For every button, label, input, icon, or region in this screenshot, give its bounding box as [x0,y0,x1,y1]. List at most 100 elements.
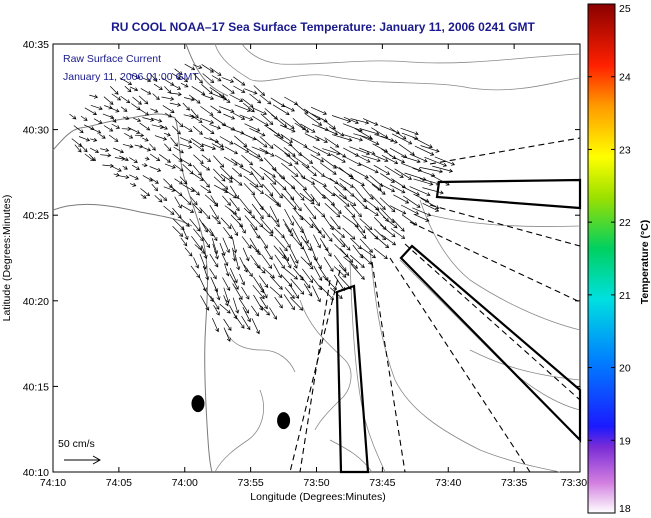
current-vector-arrow [330,153,346,163]
current-vector-arrow [289,284,299,299]
y-axis-label: Latitude (Degrees:Minutes) [1,195,13,322]
current-vector-arrow [190,108,199,119]
current-vector-arrow [389,205,407,215]
current-vector-arrow [299,214,314,229]
current-vector-arrow [154,195,163,203]
current-vector-arrow [129,182,137,187]
current-vector-arrow [113,172,120,177]
current-vector-arrow [300,256,314,270]
current-vector-arrow [319,126,339,136]
current-vector-arrow [299,153,314,164]
current-vector-arrow [151,183,159,192]
current-vector-arrow [329,224,346,238]
current-vector-arrow [69,113,77,120]
current-vector-arrow [284,208,294,226]
current-vector-arrow [304,146,321,156]
current-vector-arrow [274,236,288,252]
current-vector-arrow [422,187,444,195]
current-vector-arrow [362,118,379,126]
current-vector-arrow [281,104,295,112]
current-vector-arrow [269,307,277,320]
current-vector-arrow [218,94,231,103]
current-vector-arrow [223,156,238,166]
current-vector-arrow [349,146,371,156]
current-vector-arrow [273,263,282,279]
current-vector-arrow [103,96,114,105]
current-vector-arrow [111,166,122,172]
current-vector-arrow [179,217,190,227]
current-vector-arrow [252,115,269,126]
current-vector-arrow [154,135,168,141]
current-vector-arrow [124,132,134,139]
current-vector-arrow [73,125,84,134]
current-vector-arrow [159,124,168,130]
surface-current-vectors [69,63,456,342]
current-vector-arrow [342,227,356,240]
current-vector-arrow [379,183,396,193]
current-vector-arrow [200,175,210,188]
current-vector-arrow [353,133,374,141]
current-vector-arrow [213,155,225,168]
current-vector-arrow [311,285,321,303]
current-vector-arrow [229,273,239,290]
current-vector-arrow [280,133,293,143]
current-vector-arrow [364,225,379,240]
current-vector-arrow [269,127,284,139]
current-vector-arrow [274,254,285,269]
current-vector-arrow [211,215,221,225]
current-vector-arrow [264,246,273,260]
current-vector-arrow [228,208,242,221]
current-vector-arrow [282,186,295,201]
current-vector-arrow [311,223,326,239]
current-vector-arrow [122,165,128,170]
current-vector-arrow [304,113,323,126]
current-vector-arrow [229,198,240,212]
current-vector-arrow [249,182,264,195]
current-vector-arrow [401,132,419,140]
current-vector-arrow [140,88,152,95]
current-vector-arrow [260,305,270,316]
current-vector-arrow [401,186,420,196]
current-vector-arrow [434,156,456,166]
current-vector-arrow [350,118,370,125]
current-vector-arrow [283,254,292,269]
current-vector-arrow [192,126,203,135]
plot-area [52,43,581,473]
current-vector-arrow [324,203,341,218]
current-vector-arrow [412,207,432,217]
current-vector-arrow [170,137,178,147]
current-vector-arrow [290,196,302,212]
current-vector-arrow [363,198,380,211]
current-vector-arrow [238,223,246,234]
current-vector-arrow [131,164,140,170]
current-vector-arrow [172,125,181,135]
current-vector-arrow [302,268,314,284]
current-vector-arrow [400,127,419,136]
current-vector-arrow [242,307,251,323]
current-vector-arrow [389,184,406,194]
current-vector-arrow [79,143,88,153]
current-vector-arrow [209,123,221,130]
current-vector-arrow [164,163,176,169]
current-vector-arrow [359,238,373,253]
current-vector-arrow [269,286,283,298]
current-vector-arrow [424,156,448,167]
current-vector-arrow [291,175,307,191]
current-vector-arrow [233,142,250,153]
current-vector-arrow [248,152,264,162]
current-vector-arrow [292,267,304,281]
current-vector-arrow [253,85,266,96]
current-vector-arrow [202,73,215,84]
current-vector-arrow [129,86,139,92]
current-vector-arrow [299,192,315,205]
current-vector-arrow [223,227,233,240]
current-vector-arrow [179,176,188,185]
current-vector-arrow [432,165,454,173]
current-vector-arrow [179,74,189,83]
current-vector-arrow [390,228,406,239]
current-vector-arrow [333,266,347,278]
current-vector-arrow [274,154,293,166]
current-vector-arrow [141,163,148,168]
current-vector-arrow [232,297,240,314]
current-vector-arrow [201,64,214,73]
